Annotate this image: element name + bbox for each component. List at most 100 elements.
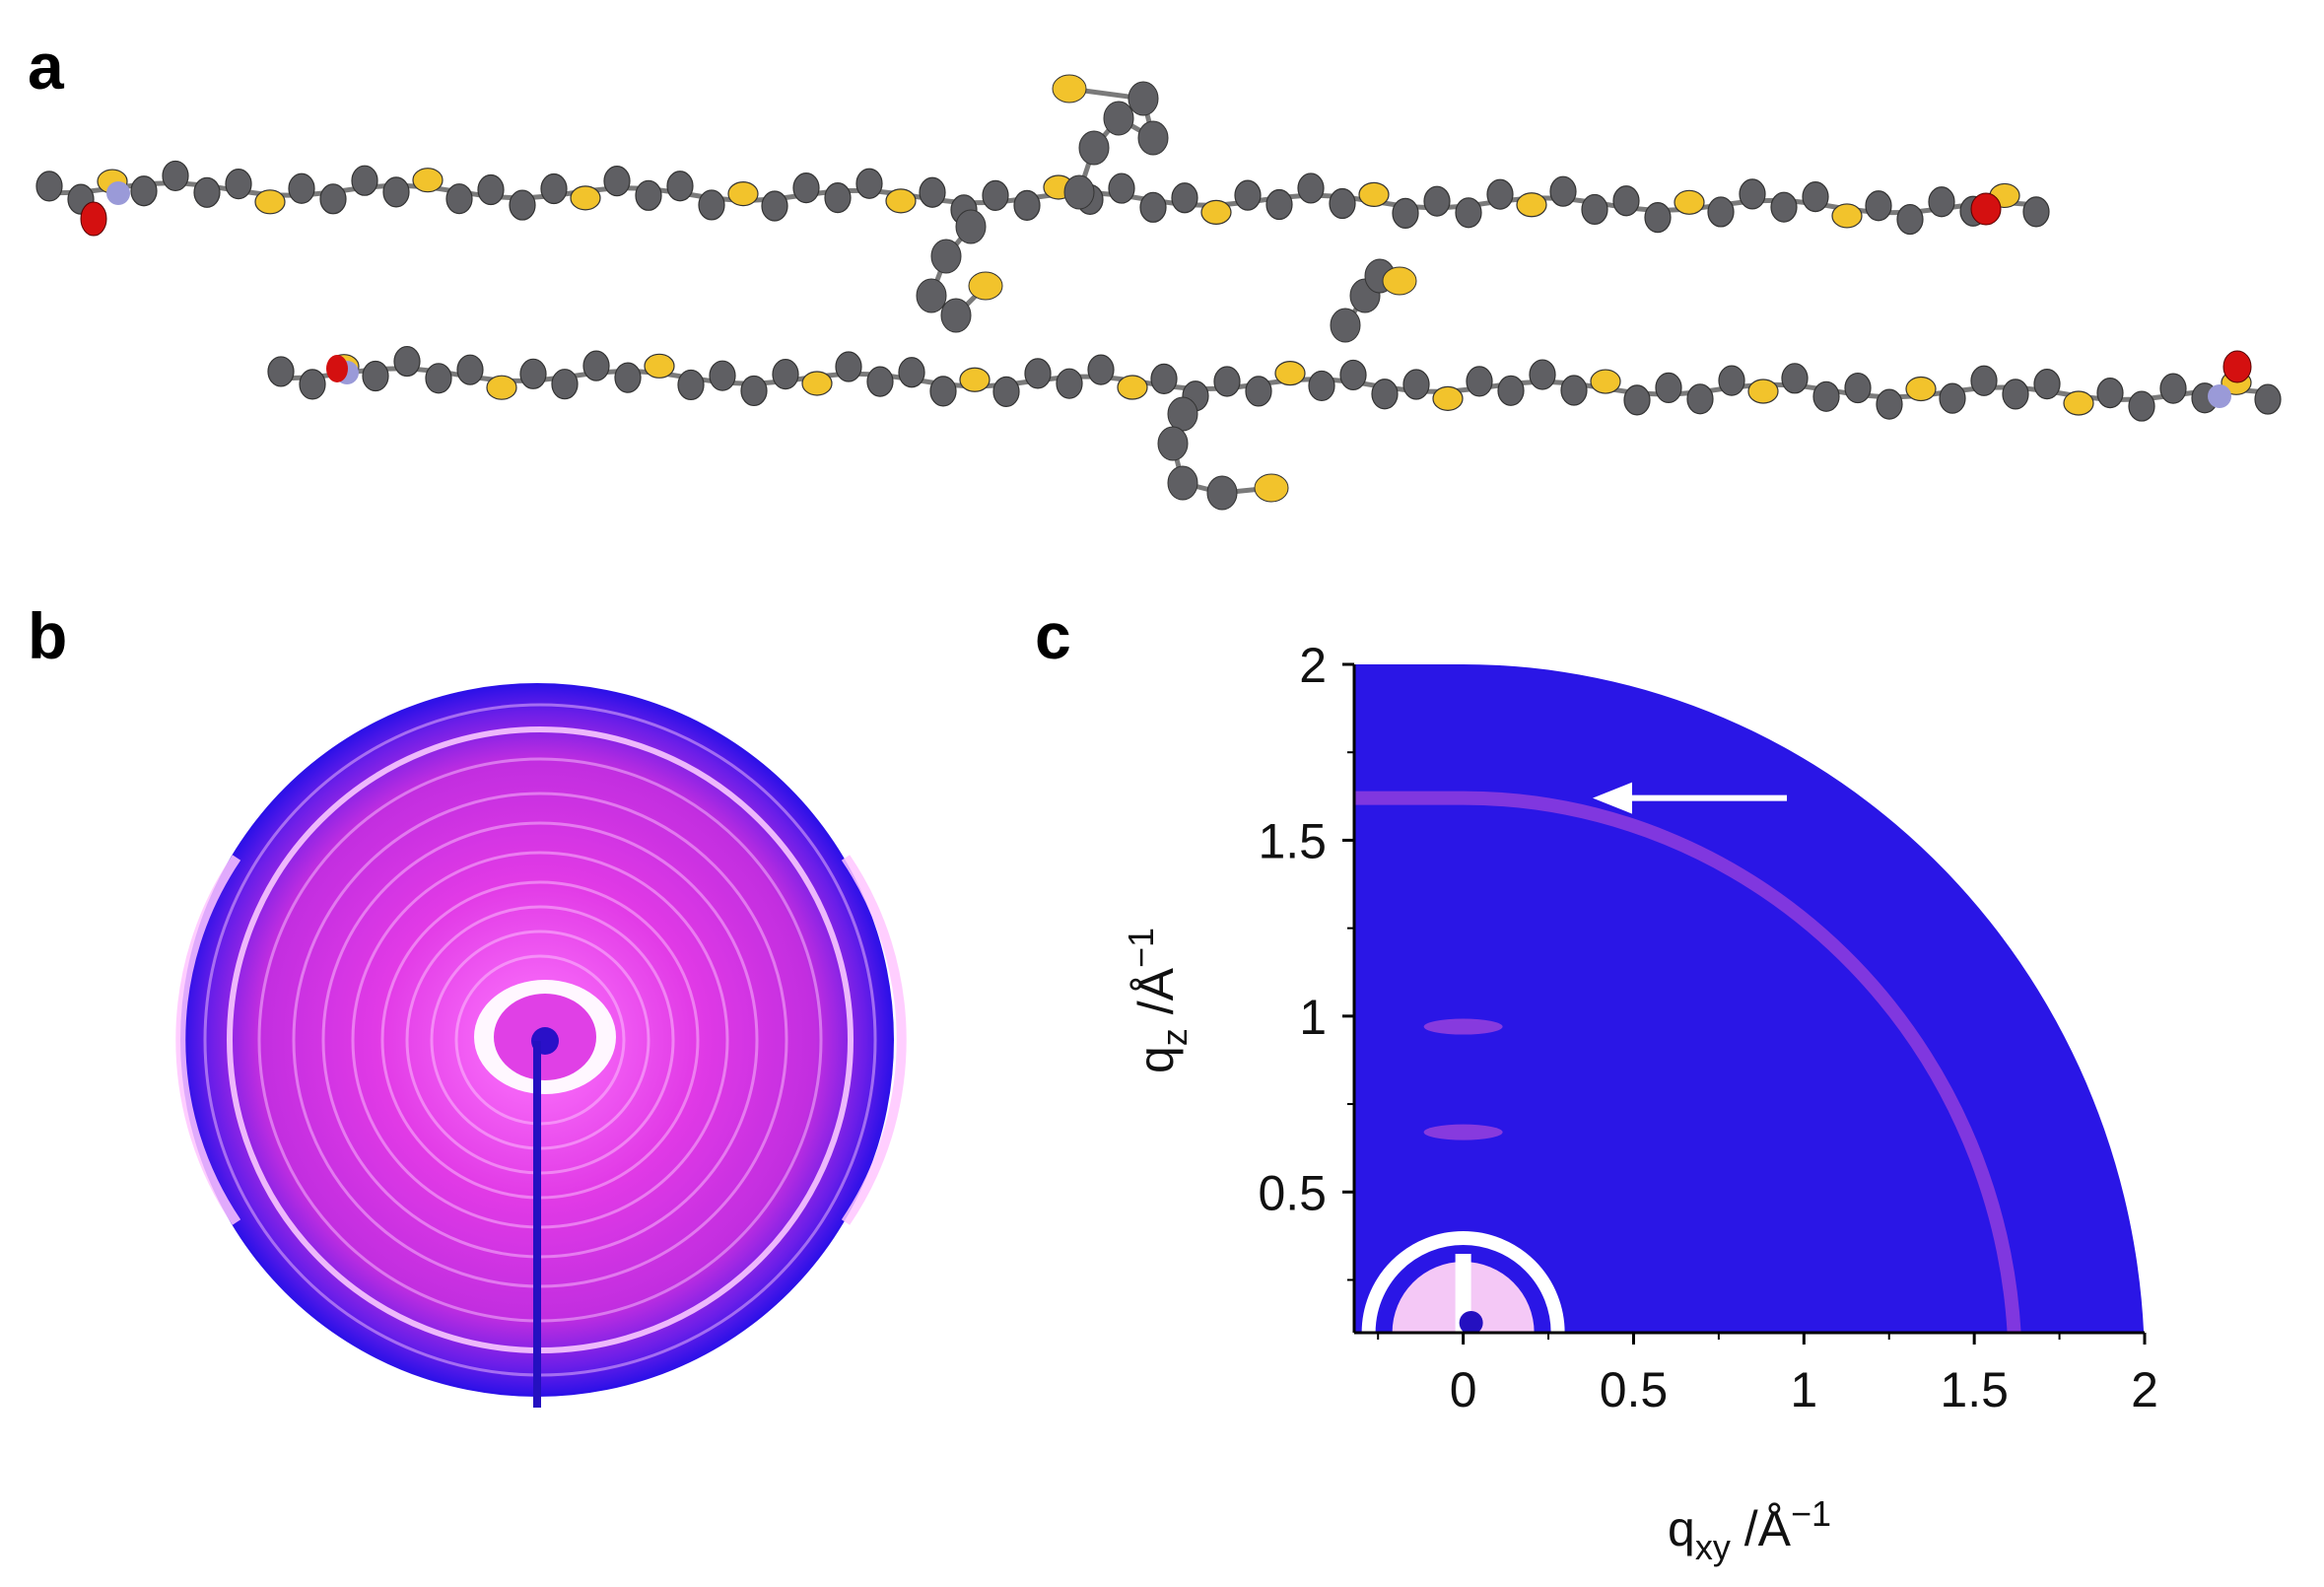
x-axis-label: qxy /Å−1 xyxy=(1668,1493,1831,1567)
carbon-atom xyxy=(1455,197,1482,229)
backbone-bond xyxy=(48,179,2037,216)
panel-label-a: a xyxy=(28,30,65,103)
carbon-atom xyxy=(709,360,736,391)
backbone-bond xyxy=(280,366,2269,403)
sulfur-atom xyxy=(1674,189,1705,215)
carbon-atom xyxy=(1939,382,1966,414)
carbon-atom xyxy=(1371,379,1399,410)
carbon-atom xyxy=(698,189,725,221)
sulfur-atom xyxy=(1117,375,1148,400)
panel-a-molecular-structure xyxy=(35,74,2282,511)
side-thiophene xyxy=(1157,396,1289,511)
carbon-atom xyxy=(1056,368,1083,399)
carbon-atom xyxy=(930,239,962,274)
y-tick-label: 1 xyxy=(1299,990,1327,1045)
giwaxs-image xyxy=(1354,664,2145,1333)
carbon-atom xyxy=(1330,308,1361,343)
carbon-atom xyxy=(288,172,315,204)
carbon-atom xyxy=(916,278,947,313)
x-tick-label: 2 xyxy=(2131,1362,2158,1417)
carbon-atom xyxy=(1707,196,1735,228)
carbon-atom xyxy=(1297,172,1325,204)
carbon-atom xyxy=(1644,202,1672,234)
carbon-atom xyxy=(1108,172,1135,204)
carbon-atom xyxy=(2159,373,2187,404)
carbon-atom xyxy=(519,358,547,389)
sulfur-atom xyxy=(1432,385,1464,411)
nitrogen-atom xyxy=(2208,384,2231,408)
nitrogen-atom xyxy=(106,181,130,205)
carbon-atom xyxy=(855,168,883,199)
carbon-atom xyxy=(1781,363,1809,394)
carbon-atom xyxy=(582,350,610,381)
sulfur-atom xyxy=(412,168,444,193)
carbon-atom xyxy=(1865,190,1892,222)
carbon-atom xyxy=(1718,365,1745,396)
carbon-atom xyxy=(1739,178,1766,210)
carbon-atom xyxy=(456,354,484,385)
carbon-atom xyxy=(225,169,252,200)
carbon-atom xyxy=(1529,359,1556,390)
carbon-atom xyxy=(162,160,189,192)
carbon-atom xyxy=(2128,390,2155,422)
carbon-atom xyxy=(1928,186,1955,218)
carbon-atom xyxy=(1329,187,1356,220)
carbon-atom xyxy=(1402,369,1430,400)
carbon-atom xyxy=(666,171,694,202)
bright-arc-left xyxy=(175,855,241,1225)
carbon-atom xyxy=(772,359,799,390)
sulfur-atom xyxy=(1358,181,1390,207)
oxygen-atom xyxy=(2222,350,2252,383)
side-thiophene xyxy=(916,209,1003,333)
carbon-atom xyxy=(866,366,894,397)
panel-c-giwaxs-plot: 0 0.5 1 1.5 2 0.5 1 1.5 2 qxy /Å−1 qz /Å−1 xyxy=(1121,638,2158,1567)
beam-spot xyxy=(1459,1311,1483,1333)
sulfur-atom xyxy=(959,367,991,392)
carbon-atom xyxy=(898,357,925,388)
carbon-atom xyxy=(362,360,389,392)
molecule-bottom xyxy=(267,345,2282,422)
sulfur-atom xyxy=(885,188,917,214)
carbon-atom xyxy=(919,176,946,208)
carbon-atom xyxy=(1063,174,1095,210)
x-tick-label: 0.5 xyxy=(1600,1362,1669,1417)
panel-b-diffraction-pattern xyxy=(175,683,907,1408)
carbon-atom xyxy=(1013,189,1041,221)
oxygen-atom xyxy=(80,201,107,237)
carbon-atom xyxy=(2002,379,2029,410)
sulfur-atom xyxy=(570,185,601,211)
carbon-atom xyxy=(1623,384,1651,416)
arrow-head xyxy=(1592,782,1632,814)
carbon-atom xyxy=(2022,196,2050,228)
carbon-atom xyxy=(319,183,347,215)
carbon-atom xyxy=(761,190,788,222)
sulfur-atom xyxy=(1052,74,1087,104)
bright-ring xyxy=(1361,1231,1565,1333)
x-tick-label: 1 xyxy=(1790,1362,1817,1417)
carbon-atom xyxy=(792,172,820,204)
carbon-atom xyxy=(1213,366,1241,397)
carbon-atom xyxy=(1549,175,1577,207)
carbon-atom xyxy=(1655,372,1682,404)
y-tick-label: 0.5 xyxy=(1258,1165,1327,1220)
carbon-atom xyxy=(940,298,972,333)
sulfur-atom xyxy=(727,181,759,207)
lamellar-peak xyxy=(1423,1018,1503,1035)
carbon-atom xyxy=(929,376,957,407)
side-thiophene xyxy=(1330,258,1417,343)
carbon-atom xyxy=(1103,101,1134,136)
carbon-atom xyxy=(677,369,705,401)
carbon-atom xyxy=(551,369,579,400)
carbon-atom xyxy=(1423,185,1451,217)
beam-center xyxy=(474,980,616,1094)
carbon-atom xyxy=(1686,383,1714,415)
pi-stacking-arc xyxy=(1354,791,2021,1333)
y-axis-label: qz /Å−1 xyxy=(1121,928,1195,1073)
sulfur-atom xyxy=(1747,379,1779,404)
low-q-ring xyxy=(1361,1231,1565,1333)
carbon-atom xyxy=(509,189,536,221)
carbon-atom xyxy=(1844,372,1872,404)
carbon-atom xyxy=(1339,359,1367,391)
x-tick-label: 0 xyxy=(1450,1362,1477,1417)
y-tick-label: 2 xyxy=(1299,638,1327,693)
